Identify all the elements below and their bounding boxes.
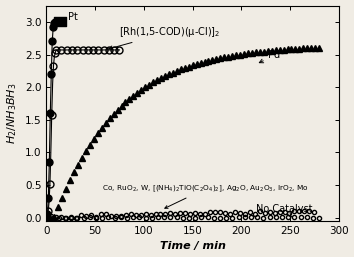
Text: No Catalyst: No Catalyst [256, 204, 312, 217]
X-axis label: Time / min: Time / min [160, 241, 225, 251]
Text: Pd: Pd [259, 50, 281, 63]
Text: Pt: Pt [62, 12, 78, 22]
Text: Co, RuO$_2$, W, [(NH$_4$)$_2$TiO(C$_2$O$_4$)$_2$], Ag$_2$O, Au$_2$O$_3$, IrO$_2$: Co, RuO$_2$, W, [(NH$_4$)$_2$TiO(C$_2$O$… [102, 183, 309, 208]
Text: [Rh(1,5-COD)(μ-Cl)]$_2$: [Rh(1,5-COD)(μ-Cl)]$_2$ [109, 25, 221, 50]
Y-axis label: $H_2/NH_3BH_3$: $H_2/NH_3BH_3$ [6, 82, 19, 144]
